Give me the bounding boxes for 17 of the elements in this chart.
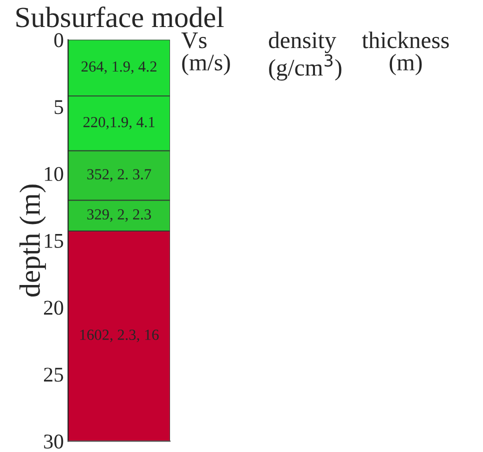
data-label: 329, 2, 2.3 bbox=[87, 209, 151, 222]
y-tick-label: 25 bbox=[44, 368, 64, 382]
y-tick-label: 20 bbox=[44, 300, 64, 315]
data-label: 1602, 2.3, 16 bbox=[80, 330, 159, 342]
text: density (g/cm$^{3}$) bbox=[268, 32, 342, 81]
y-tick-label: 10 bbox=[44, 166, 64, 181]
data-label: 264, 1.9, 4.2 bbox=[82, 61, 156, 74]
text: thickness (m) bbox=[362, 32, 449, 76]
y-tick-label: 0 bbox=[54, 33, 64, 48]
data-label: 220,1.9, 4.1 bbox=[83, 116, 154, 130]
y-tick-label: 15 bbox=[44, 234, 64, 248]
y-tick-label: 5 bbox=[54, 100, 64, 114]
data-label: 352, 2. 3.7 bbox=[87, 169, 152, 182]
text: Vs (m/s) bbox=[181, 32, 230, 76]
chart-title: Subsurface model bbox=[16, 6, 224, 28]
y-axis-title: depth (m) bbox=[19, 184, 46, 297]
y-tick-label: 30 bbox=[44, 434, 64, 449]
